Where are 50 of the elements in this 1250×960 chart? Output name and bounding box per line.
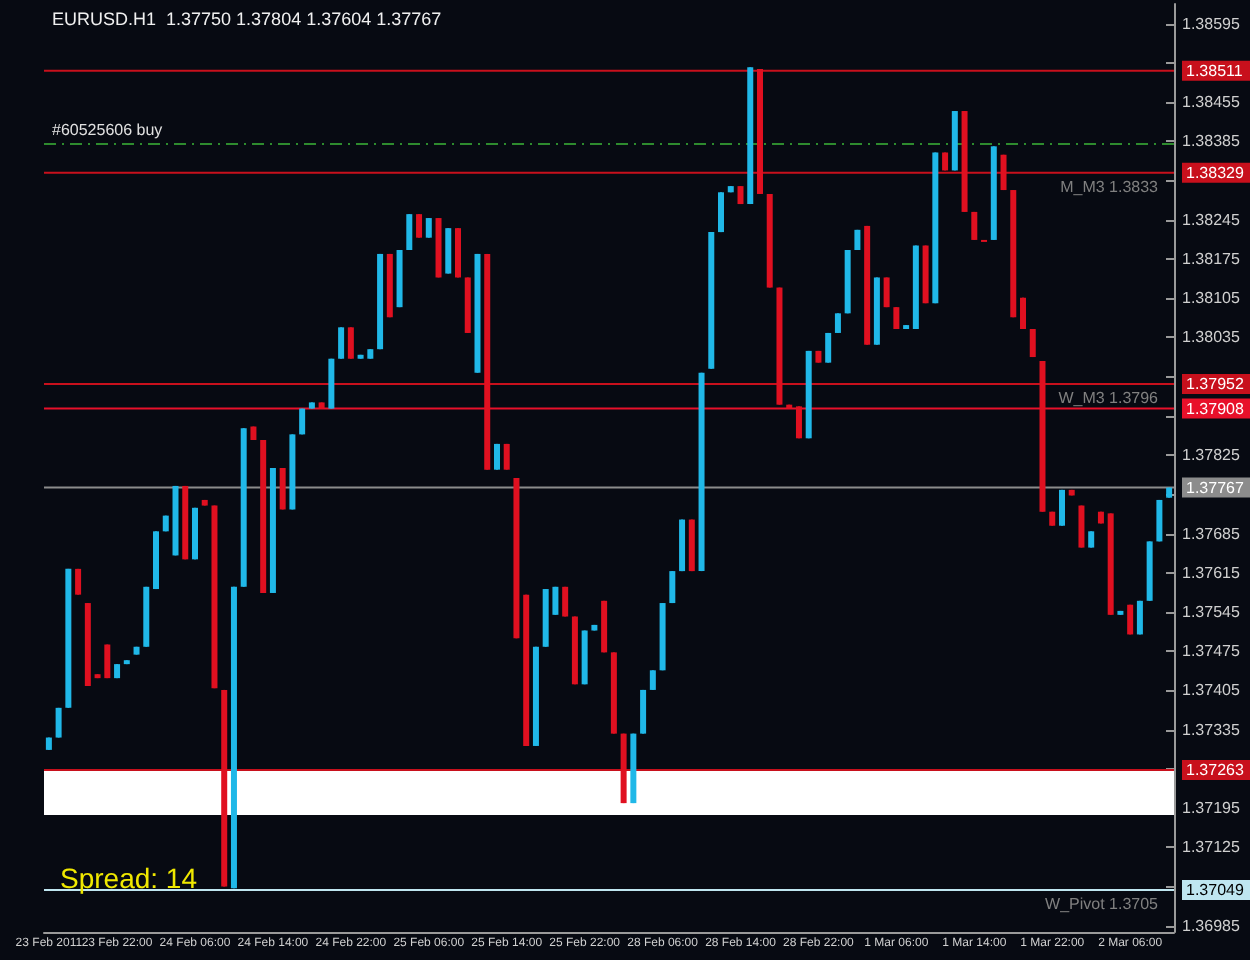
y-tick-label: 1.37685 bbox=[1182, 524, 1241, 543]
ref-line-label: 1.38511 bbox=[1186, 61, 1244, 80]
candlestick bbox=[825, 331, 832, 364]
candlestick bbox=[75, 567, 82, 596]
ref-line-label: 1.37767 bbox=[1186, 478, 1245, 497]
candlestick bbox=[347, 326, 354, 360]
y-tick-label: 1.36985 bbox=[1182, 916, 1241, 935]
ref-line-label: 1.37952 bbox=[1186, 374, 1245, 393]
candlestick bbox=[1029, 328, 1036, 359]
annotation: Spread: 14 bbox=[60, 862, 198, 894]
candlestick bbox=[562, 585, 569, 618]
y-tick-label: 1.37125 bbox=[1182, 838, 1241, 857]
ref-line-label: 1.38329 bbox=[1186, 163, 1245, 182]
y-tick-label: 1.37335 bbox=[1182, 720, 1241, 739]
candlestick bbox=[649, 669, 656, 691]
y-tick-label: 1.38385 bbox=[1182, 132, 1241, 151]
annotation: M_M3 1.3833 bbox=[1060, 177, 1160, 196]
candlestick bbox=[406, 213, 413, 252]
y-tick-label: 1.37615 bbox=[1182, 563, 1241, 582]
chart-title: EURUSD.H1 1.37750 1.37804 1.37604 1.37767 bbox=[52, 9, 442, 29]
candlestick bbox=[338, 326, 345, 360]
candlestick bbox=[883, 276, 890, 309]
candlestick bbox=[971, 210, 978, 241]
candlestick bbox=[55, 706, 62, 739]
y-tick-label: 1.37195 bbox=[1182, 799, 1241, 818]
y-tick-label: 1.38455 bbox=[1182, 93, 1241, 112]
y-tick-label: 1.37475 bbox=[1182, 642, 1241, 661]
annotation: W_Pivot 1.3705 bbox=[1045, 894, 1160, 913]
y-tick-label: 1.38245 bbox=[1182, 210, 1241, 229]
y-tick-label: 1.38595 bbox=[1182, 14, 1241, 33]
candlestick bbox=[1078, 504, 1085, 549]
y-tick-label: 1.37825 bbox=[1182, 446, 1241, 465]
candlestick bbox=[425, 217, 432, 239]
ref-line-label: 1.37263 bbox=[1186, 761, 1245, 780]
candlestick bbox=[503, 442, 510, 471]
y-tick-label: 1.38175 bbox=[1182, 249, 1241, 268]
y-tick-label: 1.38105 bbox=[1182, 289, 1241, 308]
ref-line-label: 1.37908 bbox=[1186, 399, 1245, 418]
candlestick bbox=[834, 312, 841, 334]
y-tick-label: 1.38035 bbox=[1182, 328, 1241, 347]
annotation: W_M3 1.3796 bbox=[1058, 388, 1160, 407]
ref-line-label: #60525606 buy bbox=[52, 121, 163, 140]
candlestick bbox=[445, 227, 452, 275]
candlestick bbox=[669, 570, 676, 605]
candlestick bbox=[640, 688, 647, 735]
candlestick bbox=[416, 213, 423, 239]
y-tick-label: 1.37405 bbox=[1182, 681, 1241, 700]
candlestick bbox=[279, 467, 286, 511]
ref-line-label: 1.37049 bbox=[1186, 880, 1245, 899]
y-tick-label: 1.37545 bbox=[1182, 603, 1241, 622]
